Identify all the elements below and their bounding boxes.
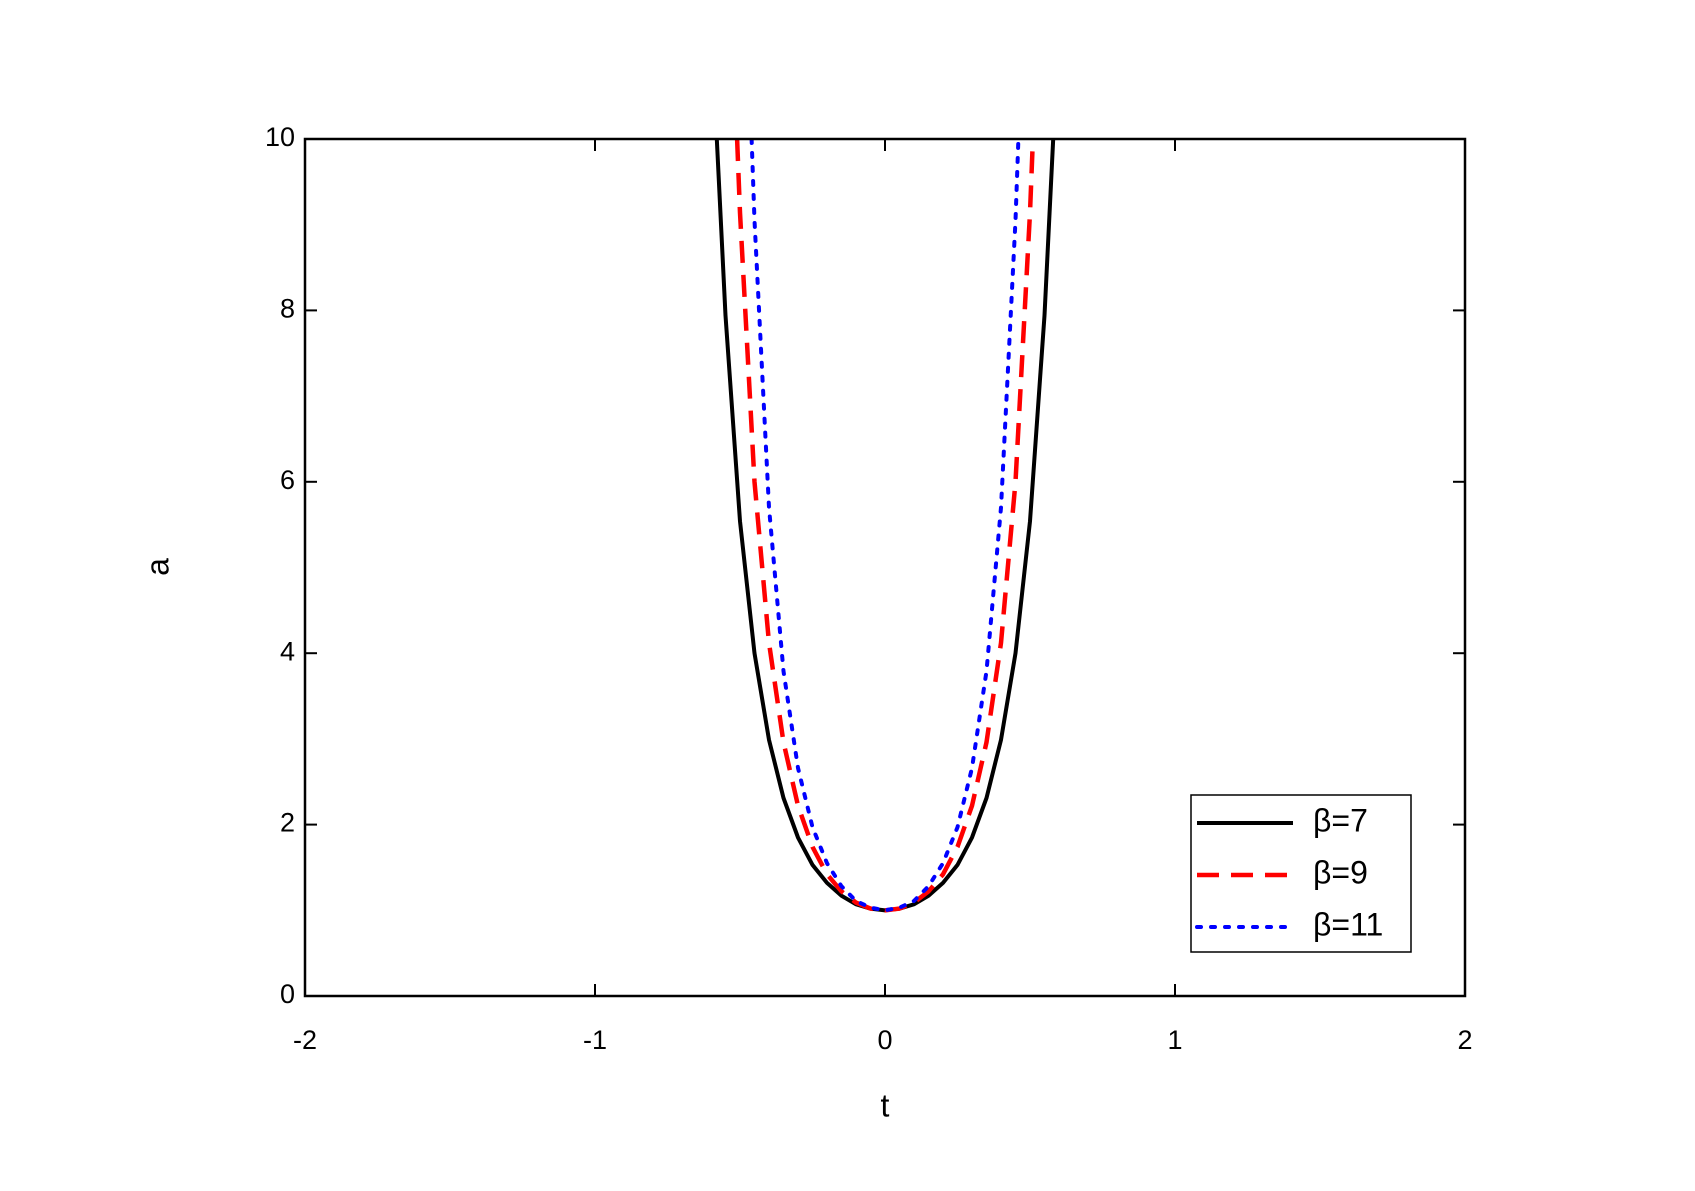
y-tick-label: 8 xyxy=(280,294,295,324)
y-axis-label: a xyxy=(139,558,175,576)
line xyxy=(734,139,1036,913)
legend-label: β=11 xyxy=(1313,906,1383,942)
x-tick-label: -1 xyxy=(583,1025,607,1055)
x-tick-label: 0 xyxy=(877,1025,892,1055)
legend-label: β=9 xyxy=(1313,854,1368,890)
x-tick-label: -2 xyxy=(293,1025,317,1055)
legend-label: β=7 xyxy=(1313,802,1368,838)
plot-frame xyxy=(303,137,1467,998)
y-tick-label: 4 xyxy=(280,636,295,666)
line xyxy=(714,139,1056,913)
y-tick-label: 6 xyxy=(280,465,295,495)
y-tick-label: 0 xyxy=(280,979,295,1009)
x-tick-label: 2 xyxy=(1457,1025,1472,1055)
x-axis-label: t xyxy=(881,1087,890,1123)
y-tick-label: 10 xyxy=(265,122,295,152)
line xyxy=(749,139,1021,913)
y-tick-label: 2 xyxy=(280,808,295,838)
x-tick-label: 1 xyxy=(1167,1025,1182,1055)
